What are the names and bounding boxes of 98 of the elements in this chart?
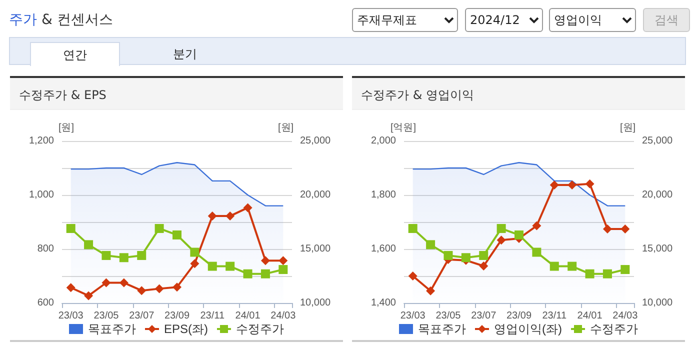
y-axis-title: [억원] [390, 122, 416, 134]
y-tick-label: 1,200 [28, 136, 54, 146]
point [226, 212, 235, 221]
text: 연간 [30, 42, 120, 66]
point [84, 291, 94, 300]
point [66, 283, 76, 292]
y-tick-label: 1,400 [370, 298, 396, 308]
y2-tick-label: 20,000 [642, 190, 674, 200]
y2-tick-label: 15,000 [300, 244, 332, 254]
legend-label: 목표주가 [88, 322, 136, 336]
point [278, 256, 288, 266]
y-tick-label: 1,800 [370, 190, 396, 200]
y-tick-label: 600 [37, 298, 54, 308]
y2-tick-label: 25,000 [642, 136, 674, 146]
point [568, 180, 577, 190]
x-tick-label: 23/09 [506, 310, 532, 322]
text: 주가 & 컨센서스 [9, 11, 113, 29]
point [137, 286, 146, 296]
point [243, 269, 252, 278]
y2-tick-label: 15,000 [642, 244, 674, 254]
point [620, 224, 630, 234]
x-tick-label: 23/07 [129, 310, 155, 322]
x-tick-label: 23/05 [94, 310, 120, 322]
point [190, 248, 200, 257]
point [102, 278, 111, 288]
point [444, 250, 453, 260]
point [408, 224, 418, 233]
y-tick-label: 1,600 [370, 244, 396, 254]
text: 검색 [643, 8, 690, 32]
chart-title: 수정주가 & 영업이익 [352, 78, 685, 110]
legend-label: EPS(좌) [164, 322, 208, 336]
y-tick-label: 800 [37, 244, 54, 254]
legend-label: 영업이익(좌) [494, 322, 562, 336]
y-axis-title: [원] [58, 122, 74, 134]
chart-title: 수정주가 & EPS [10, 78, 343, 110]
x-tick-label: 24/03 [270, 310, 296, 322]
point [532, 248, 542, 257]
point [568, 262, 577, 271]
y2-tick-label: 10,000 [300, 298, 332, 308]
point [620, 265, 630, 274]
point [602, 269, 612, 278]
point [66, 224, 76, 233]
text: 영업이익 [549, 8, 636, 32]
x-tick-label: 23/03 [400, 310, 426, 322]
x-tick-label: 24/01 [577, 310, 603, 322]
point [172, 230, 182, 240]
y-tick-label: 2,000 [370, 136, 396, 146]
point [496, 236, 506, 245]
point [461, 253, 470, 262]
legend-label: 목표주가 [418, 322, 466, 336]
point [102, 250, 111, 260]
x-tick-label: 23/11 [200, 310, 225, 322]
point [243, 203, 252, 212]
point [226, 262, 235, 271]
point [278, 265, 288, 274]
point [154, 224, 164, 233]
y-tick-label: 1,000 [28, 190, 54, 200]
point [260, 256, 270, 266]
point [479, 262, 488, 271]
y2-axis-title: [원] [278, 122, 294, 134]
y2-tick-label: 20,000 [300, 190, 332, 200]
point [550, 262, 559, 271]
point [119, 253, 128, 262]
legend-label: 수정주가 [236, 322, 284, 336]
text: 주재무제표 [352, 8, 458, 32]
text: 2024/12 [465, 8, 543, 32]
point [137, 250, 146, 260]
point [208, 212, 217, 221]
point [426, 286, 436, 296]
point [84, 240, 94, 250]
x-tick-label: 23/11 [542, 310, 567, 322]
x-tick-label: 24/01 [235, 310, 261, 322]
point [532, 221, 542, 230]
y2-tick-label: 10,000 [642, 298, 674, 308]
point [496, 224, 506, 233]
point [479, 250, 488, 260]
point [426, 240, 436, 250]
point [514, 230, 524, 240]
point [260, 269, 270, 278]
point [154, 284, 164, 294]
x-tick-label: 23/09 [164, 310, 190, 322]
point [585, 269, 594, 278]
y2-axis-title: [원] [620, 122, 636, 134]
point [550, 180, 559, 190]
y2-tick-label: 25,000 [300, 136, 332, 146]
point [585, 179, 594, 188]
point [119, 278, 128, 288]
point [190, 259, 200, 268]
legend-label: 수정주가 [590, 322, 638, 336]
point [408, 272, 418, 280]
point [602, 224, 612, 234]
point [172, 282, 182, 292]
x-tick-label: 23/05 [436, 310, 462, 322]
x-tick-label: 24/03 [612, 310, 638, 322]
text: 분기 [172, 46, 198, 63]
x-tick-label: 23/03 [58, 310, 84, 322]
point [208, 262, 217, 271]
x-tick-label: 23/07 [471, 310, 497, 322]
